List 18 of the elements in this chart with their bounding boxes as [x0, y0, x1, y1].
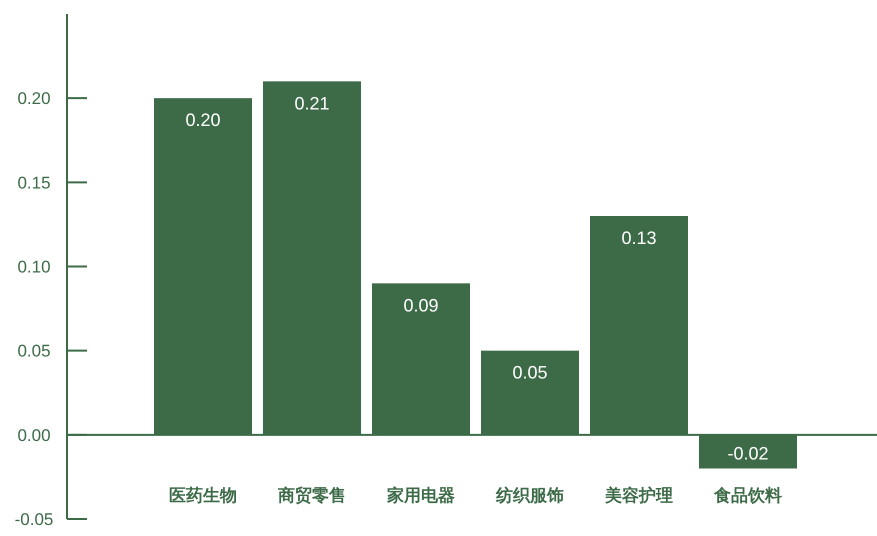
data-label: 0.09: [403, 295, 439, 316]
x-tick-label: 美容护理: [604, 486, 673, 505]
x-tick-label: 医药生物: [169, 486, 237, 505]
y-tick-label: 0.05: [17, 342, 51, 361]
x-tick-label: 商贸零售: [277, 486, 346, 505]
data-label: -0.02: [727, 444, 769, 464]
x-tick-label: 家用电器: [386, 486, 455, 505]
y-tick-label: 0.10: [17, 258, 51, 276]
data-label: 0.13: [621, 228, 657, 248]
y-tick-label: 0.00: [17, 426, 51, 445]
y-tick-label: 0.15: [17, 173, 51, 192]
x-tick-label: 纺织服饰: [495, 486, 564, 505]
y-tick-label: 0.20: [17, 89, 51, 108]
data-label: 0.05: [512, 362, 548, 383]
data-label: 0.20: [185, 110, 221, 130]
data-label: 0.21: [294, 93, 330, 114]
x-tick-label: 食品饮料: [713, 486, 782, 505]
y-tick-label: -0.05: [14, 510, 54, 529]
